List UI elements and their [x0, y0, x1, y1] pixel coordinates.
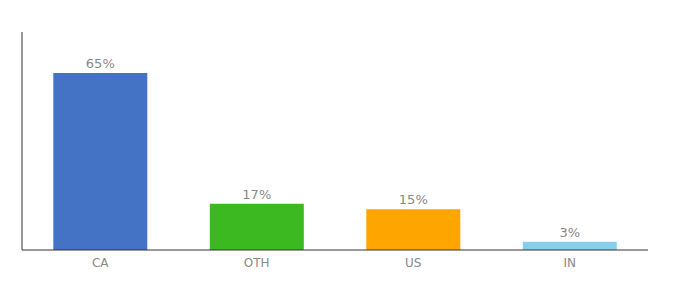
svg-text:17%: 17%: [242, 187, 271, 202]
svg-text:IN: IN: [563, 256, 576, 270]
svg-text:65%: 65%: [86, 56, 115, 71]
svg-text:CA: CA: [92, 256, 109, 270]
svg-text:US: US: [405, 256, 421, 270]
svg-text:OTH: OTH: [244, 256, 270, 270]
svg-text:3%: 3%: [559, 225, 580, 240]
svg-text:15%: 15%: [399, 192, 428, 207]
